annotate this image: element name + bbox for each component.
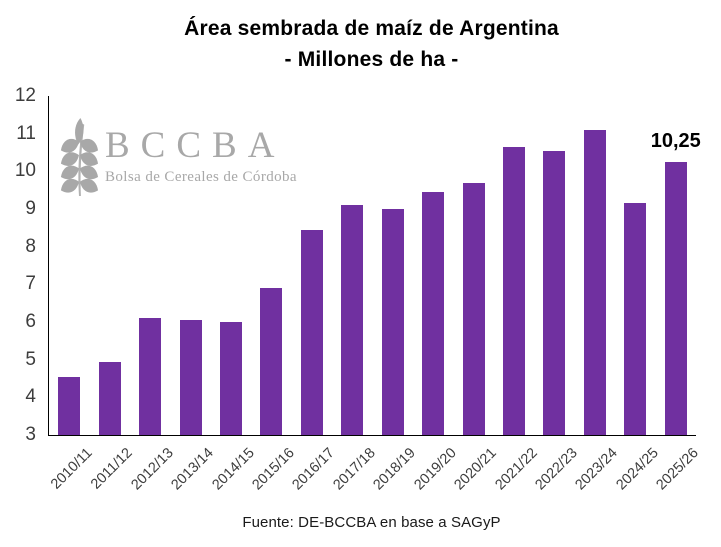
x-tick-label: 2012/13 [128,445,177,494]
chart-subtitle: - Millones de ha - [284,48,459,71]
x-tick-label: 2018/19 [370,445,420,494]
logo-acronym: BCCBA [105,125,286,166]
bar [422,192,445,435]
bar-value-label: 10,25 [650,129,701,152]
bar [462,182,485,435]
plot-area: 10,25 [48,96,701,436]
bar [624,203,647,435]
bar [543,150,566,435]
logo-subtitle: Bolsa de Cereales de Córdoba [105,169,297,185]
bar [260,288,283,435]
bar [503,146,526,435]
x-tick-label: 2015/16 [249,445,298,494]
bar [583,129,606,435]
y-tick-label: 10 [14,160,36,182]
x-tick-label: 2023/24 [572,445,622,494]
y-tick-label: 3 [25,424,36,445]
y-tick-label: 4 [25,386,36,408]
logo-text: BCCBA Bolsa de Cereales de Córdoba [105,116,297,186]
x-tick-label: 2013/14 [168,445,217,494]
bar [219,322,242,435]
x-tick-label: 2024/25 [613,445,662,494]
x-tick-label: 2021/22 [491,445,541,494]
chart-title: Área sembrada de maíz de Argentina [184,17,559,40]
x-tick-label: 2010/11 [47,445,96,493]
y-tick-label: 7 [25,273,36,295]
x-tick-label: 2020/21 [451,445,500,494]
y-tick-label: 5 [25,348,36,370]
bar [300,229,323,435]
y-tick-label: 8 [25,235,36,257]
x-tick-label: 2025/26 [653,445,703,494]
x-tick-label: 2017/18 [330,445,379,494]
chart-title-block: Área sembrada de maíz de Argentina - Mil… [48,13,695,75]
x-tick-label: 2014/15 [208,445,258,494]
wheat-spike-icon [60,117,99,197]
y-tick-label: 9 [25,198,36,219]
y-tick-label: 12 [14,85,36,106]
x-tick-label: 2016/17 [289,445,339,494]
bar [179,320,202,435]
y-tick-label: 6 [25,311,36,332]
x-tick-label: 2011/12 [88,445,136,493]
bar [58,376,81,435]
bar [341,205,364,435]
bar [98,361,121,435]
x-tick-label: 2022/23 [532,445,581,494]
bar [381,209,404,435]
source-caption: Fuente: DE-BCCBA en base a SAGyP [242,514,501,531]
x-tick-label: 2019/20 [411,445,460,494]
bar [664,161,687,435]
y-tick-label: 11 [16,122,36,144]
bar [139,318,162,435]
bccba-logo: BCCBA Bolsa de Cereales de Córdoba [59,116,297,198]
